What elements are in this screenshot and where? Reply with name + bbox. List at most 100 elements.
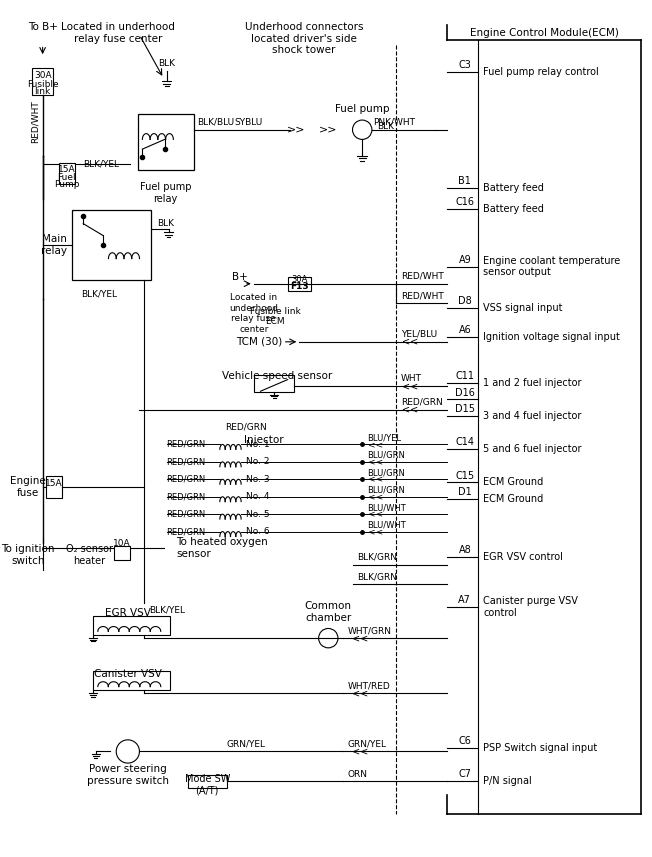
Text: RED/GRN: RED/GRN	[166, 458, 206, 466]
Text: C7: C7	[458, 770, 471, 779]
Text: To ignition
switch: To ignition switch	[1, 544, 55, 566]
Text: Fuel pump
relay: Fuel pump relay	[140, 182, 191, 204]
Text: BLK/BLU: BLK/BLU	[198, 118, 235, 127]
Text: GRN/YEL: GRN/YEL	[348, 740, 387, 748]
Text: No. 5: No. 5	[246, 510, 270, 518]
Text: >>: >>	[319, 125, 338, 135]
Text: RED/GRN: RED/GRN	[166, 510, 206, 518]
Text: A6: A6	[458, 326, 471, 335]
Text: <<: <<	[402, 381, 419, 392]
Text: To B+: To B+	[27, 22, 57, 33]
Bar	[138, 114, 194, 171]
Text: BLK/YEL: BLK/YEL	[83, 159, 119, 168]
Text: <<: <<	[352, 688, 368, 698]
Text: Engine Control Module(ECM): Engine Control Module(ECM)	[470, 28, 619, 38]
Text: YEL/BLU: YEL/BLU	[401, 330, 437, 339]
Text: SYBLU: SYBLU	[234, 118, 263, 127]
Text: No. 1: No. 1	[246, 440, 270, 449]
Text: Injector: Injector	[244, 434, 283, 445]
Text: Engine coolant temperature
sensor output: Engine coolant temperature sensor output	[483, 256, 621, 278]
Text: RED/GRN: RED/GRN	[225, 423, 267, 432]
Text: 30A: 30A	[34, 71, 52, 80]
Text: RED/GRN: RED/GRN	[166, 527, 206, 536]
Text: Located in
underhood
relay fuse
center: Located in underhood relay fuse center	[230, 293, 278, 333]
Bar	[188, 775, 227, 788]
Text: 15A: 15A	[46, 479, 63, 488]
Text: C11: C11	[455, 371, 475, 381]
Text: Underhood connectors
located driver's side
shock tower: Underhood connectors located driver's si…	[245, 22, 363, 56]
Text: BLK/GRN: BLK/GRN	[357, 553, 397, 561]
Text: Main
relay: Main relay	[41, 234, 67, 255]
Text: C14: C14	[455, 437, 475, 447]
Text: F13: F13	[290, 282, 308, 291]
Text: BLK/GRN: BLK/GRN	[357, 572, 397, 581]
Text: ECM Ground: ECM Ground	[483, 477, 544, 488]
Text: RED/WHT: RED/WHT	[31, 100, 39, 143]
Text: A7: A7	[458, 595, 471, 605]
Text: To heated oxygen
sensor: To heated oxygen sensor	[176, 537, 268, 559]
Bar	[59, 163, 74, 184]
Text: BLU/GRN: BLU/GRN	[367, 486, 405, 494]
Bar	[32, 68, 53, 95]
Text: D8: D8	[458, 297, 471, 306]
Text: <<: <<	[368, 492, 383, 501]
Text: C3: C3	[458, 60, 471, 69]
Circle shape	[319, 628, 338, 648]
Text: BLU/WHT: BLU/WHT	[367, 503, 406, 512]
Text: PSP Switch signal input: PSP Switch signal input	[483, 743, 597, 753]
Text: No. 2: No. 2	[246, 458, 269, 466]
Text: No. 3: No. 3	[246, 475, 270, 484]
Text: BLK: BLK	[157, 219, 174, 228]
Text: EGR VSV: EGR VSV	[105, 608, 151, 618]
Text: 10A: 10A	[113, 539, 131, 548]
Text: B+: B+	[232, 272, 248, 282]
Text: P/N signal: P/N signal	[483, 776, 532, 786]
Text: D15: D15	[455, 405, 475, 414]
Text: <<: <<	[368, 458, 383, 466]
Text: Mode SW
(A/T): Mode SW (A/T)	[185, 774, 230, 795]
Text: WHT: WHT	[401, 375, 422, 383]
Text: Battery feed: Battery feed	[483, 204, 544, 213]
Text: WHT/GRN: WHT/GRN	[348, 626, 392, 635]
Text: BLU/GRN: BLU/GRN	[367, 469, 405, 477]
Bar	[93, 616, 170, 635]
Text: <<: <<	[402, 337, 419, 347]
Text: <<: <<	[368, 510, 383, 518]
Text: D1: D1	[458, 487, 471, 497]
Text: <<: <<	[402, 405, 419, 415]
Bar	[114, 546, 130, 560]
Text: TCM (30): TCM (30)	[237, 337, 283, 347]
Text: link: link	[35, 87, 51, 97]
Text: 30A: 30A	[291, 275, 308, 285]
Text: BLU/GRN: BLU/GRN	[367, 451, 405, 460]
Text: ORN: ORN	[348, 770, 368, 778]
Text: A8: A8	[458, 545, 471, 555]
Text: BLU/YEL: BLU/YEL	[367, 434, 401, 442]
Text: Engine
fuse: Engine fuse	[10, 476, 46, 498]
Text: 1 and 2 fuel injector: 1 and 2 fuel injector	[483, 378, 582, 388]
Text: Pump: Pump	[54, 181, 80, 189]
Text: Canister VSV: Canister VSV	[94, 669, 162, 679]
Text: BLK/YEL: BLK/YEL	[81, 290, 117, 298]
Text: <<: <<	[352, 746, 368, 757]
Text: RED/WHT: RED/WHT	[401, 272, 443, 281]
Text: No. 6: No. 6	[246, 527, 270, 536]
Text: <<: <<	[368, 527, 383, 536]
Text: BLK: BLK	[377, 123, 394, 131]
Text: D16: D16	[455, 387, 475, 398]
Text: GRN/YEL: GRN/YEL	[226, 740, 265, 748]
Text: No. 4: No. 4	[246, 492, 269, 501]
Text: Common
chamber: Common chamber	[304, 601, 352, 623]
Text: RED/GRN: RED/GRN	[166, 475, 206, 484]
Text: VSS signal input: VSS signal input	[483, 303, 563, 313]
Text: 15A: 15A	[58, 165, 76, 174]
Text: Fusible: Fusible	[27, 80, 59, 89]
Text: 3 and 4 fuel injector: 3 and 4 fuel injector	[483, 411, 582, 421]
Text: BLK/YEL: BLK/YEL	[149, 605, 185, 614]
Text: RED/GRN: RED/GRN	[401, 398, 443, 407]
Text: <<: <<	[368, 440, 383, 449]
Circle shape	[116, 740, 140, 763]
Bar	[288, 277, 311, 291]
Bar	[254, 375, 295, 393]
Text: RED/WHT: RED/WHT	[401, 291, 443, 300]
